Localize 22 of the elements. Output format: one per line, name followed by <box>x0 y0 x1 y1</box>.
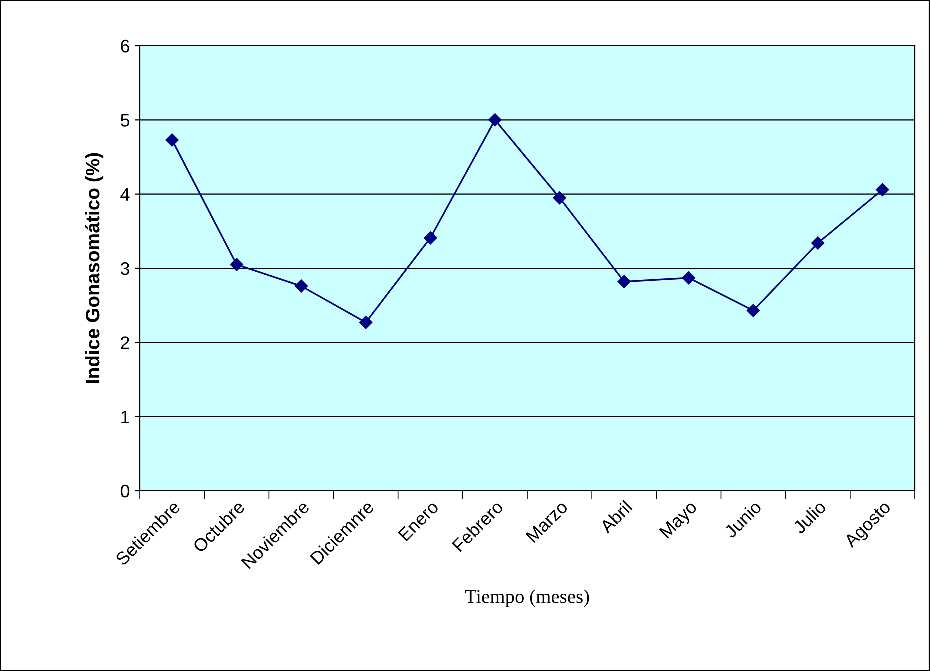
y-tick-label: 2 <box>121 336 130 350</box>
point <box>746 304 760 318</box>
y-axis-title: Indice Gonasomático (%) <box>85 153 104 384</box>
y-tick-label: 4 <box>120 188 130 201</box>
y-tick-label: 1 <box>122 410 130 424</box>
point <box>812 236 825 250</box>
point <box>166 134 179 147</box>
point <box>682 272 696 285</box>
y-tick-label: 5 <box>120 114 130 127</box>
point <box>230 258 244 272</box>
y-tick-label: 0 <box>120 484 130 498</box>
point <box>488 114 502 127</box>
y-tick-label: 6 <box>121 40 130 53</box>
y-tick-label: 3 <box>120 262 130 276</box>
x-axis-title: Tiempo (meses) <box>465 590 590 608</box>
x-tick-label: Julio <box>792 500 827 535</box>
point <box>359 316 373 330</box>
point <box>876 183 890 196</box>
point <box>424 232 438 245</box>
point <box>553 191 566 205</box>
point <box>618 275 631 288</box>
point <box>294 280 308 293</box>
